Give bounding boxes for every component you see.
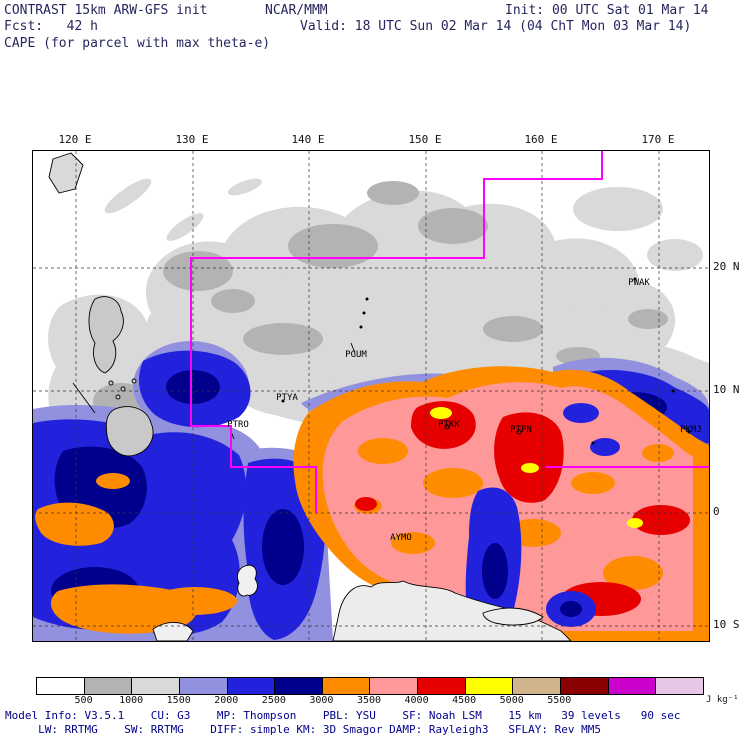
valid-time: Valid: 18 UTC Sun 02 Mar 14 (04 ChT Mon … xyxy=(300,19,692,34)
colorbar-cell xyxy=(84,678,133,694)
station-label: AYMO xyxy=(390,533,412,543)
init-time: Init: 00 UTC Sat 01 Mar 14 xyxy=(505,3,709,18)
colorbar-cell xyxy=(608,678,657,694)
colorbar-cell xyxy=(465,678,514,694)
lon-tick: 120 E xyxy=(58,133,92,146)
station-labels: PWAK PGUM PTYA PTRO PTKK PTPN PKMJ AYMO xyxy=(227,278,702,543)
station-label: PTRO xyxy=(227,420,249,430)
lon-tick: 140 E xyxy=(291,133,325,146)
colorbar-cell xyxy=(179,678,228,694)
lat-tick: 20 N xyxy=(713,260,740,273)
colorbar-tick: 5000 xyxy=(499,695,524,706)
cape-field xyxy=(33,151,709,641)
colorbar-tick: 3500 xyxy=(356,695,382,706)
center-name: NCAR/MMM xyxy=(265,3,328,18)
map-frame: PWAK PGUM PTYA PTRO PTKK PTPN PKMJ AYMO xyxy=(32,150,710,642)
colorbar-cell xyxy=(132,678,180,694)
colorbar-cell xyxy=(227,678,276,694)
colorbar-cell xyxy=(561,678,609,694)
colorbar-tick: 500 xyxy=(74,695,93,706)
colorbar-tick: 2000 xyxy=(214,695,239,706)
station-label: PTKK xyxy=(438,420,460,430)
colorbar-cell xyxy=(37,678,85,694)
model-title: CONTRAST 15km ARW-GFS init xyxy=(4,3,208,18)
colorbar-cell xyxy=(418,678,466,694)
lon-tick: 150 E xyxy=(408,133,442,146)
colorbar-tick: 1000 xyxy=(119,695,144,706)
colorbar-tick: 2500 xyxy=(261,695,286,706)
station-label: PGUM xyxy=(345,350,367,360)
colorbar-cell xyxy=(322,678,371,694)
colorbar-unit: J kg⁻¹ xyxy=(706,695,739,705)
gridlines xyxy=(33,151,709,641)
colorbar-cell xyxy=(275,678,323,694)
lon-tick: 130 E xyxy=(175,133,209,146)
colorbar-cell xyxy=(513,678,562,694)
model-info-line: Model Info: V3.5.1 CU: G3 MP: Thompson P… xyxy=(5,709,681,722)
forecast-hour: Fcst: 42 h xyxy=(4,19,98,34)
flight-track-line xyxy=(190,151,709,513)
physics-info-line: LW: RRTMG SW: RRTMG DIFF: simple KM: 3D … xyxy=(5,723,602,736)
lat-tick: 10 S xyxy=(713,618,740,631)
station-label: PTPN xyxy=(510,425,532,435)
lat-tick: 10 N xyxy=(713,383,740,396)
lat-tick: 0 xyxy=(713,505,720,518)
lon-tick: 170 E xyxy=(641,133,675,146)
station-label: PWAK xyxy=(628,278,650,288)
coastlines xyxy=(48,152,691,642)
colorbar-tick: 5500 xyxy=(547,695,572,706)
colorbar-tick: 1500 xyxy=(166,695,191,706)
field-title: CAPE (for parcel with max theta-e) xyxy=(4,36,271,51)
lon-tick: 160 E xyxy=(524,133,558,146)
colorbar-tick: 4500 xyxy=(452,695,477,706)
colorbar-tick: 3000 xyxy=(309,695,334,706)
colorbar-ticks: 500 1000 1500 2000 2500 3000 3500 4000 4500 5000 5… xyxy=(36,695,702,707)
colorbar-tick: 4000 xyxy=(404,695,429,706)
station-label: PTYA xyxy=(276,393,298,403)
station-label: PKMJ xyxy=(680,425,702,435)
colorbar xyxy=(36,677,704,695)
colorbar-cell xyxy=(656,678,703,694)
colorbar-cell xyxy=(370,678,419,694)
cape-map: PWAK PGUM PTYA PTRO PTKK PTPN PKMJ AYMO xyxy=(33,151,709,642)
